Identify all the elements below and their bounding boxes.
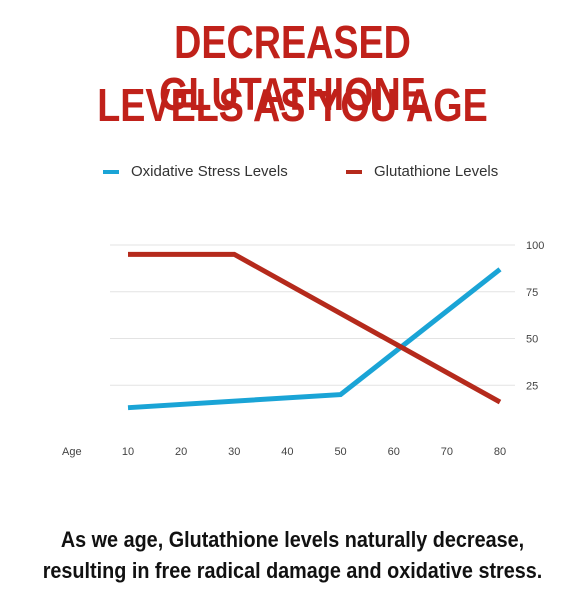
legend-label-glutathione: Glutathione Levels <box>374 163 499 180</box>
series-line-oxidative-stress <box>127 267 502 411</box>
y-tick-label: 100 <box>526 240 544 252</box>
title-line-2: LEVELS AS YOU AGE <box>97 79 488 131</box>
caption-line-2: resulting in free radical damage and oxi… <box>42 558 543 583</box>
line-chart: 25 50 75 100 Age 10 20 30 40 50 60 70 80 <box>62 240 544 458</box>
x-tick-label: 20 <box>175 446 187 458</box>
legend-item-oxidative: Oxidative Stress Levels <box>103 163 288 180</box>
x-tick-label: 70 <box>441 446 453 458</box>
x-tick-label: 10 <box>122 446 134 458</box>
x-axis-label: Age <box>62 446 82 458</box>
y-tick-label: 50 <box>526 334 538 346</box>
y-tick-label: 25 <box>526 380 538 392</box>
x-tick-label: 50 <box>334 446 346 458</box>
x-tick-label: 80 <box>494 446 506 458</box>
legend-swatch-oxidative <box>103 169 119 174</box>
series-line-glutathione <box>128 251 502 405</box>
legend-item-glutathione: Glutathione Levels <box>346 163 498 180</box>
legend-label-oxidative: Oxidative Stress Levels <box>131 163 288 180</box>
x-tick-label: 60 <box>388 446 400 458</box>
caption-line-1: As we age, Glutathione levels naturally … <box>60 527 525 552</box>
title-line-1: DECREASED GLUTATHIONE <box>159 16 426 120</box>
chart-legend: Oxidative Stress Levels Glutathione Leve… <box>0 163 585 183</box>
y-tick-label: 75 <box>526 287 538 299</box>
x-tick-label: 40 <box>281 446 293 458</box>
x-tick-label: 30 <box>228 446 240 458</box>
legend-swatch-glutathione <box>346 169 362 174</box>
